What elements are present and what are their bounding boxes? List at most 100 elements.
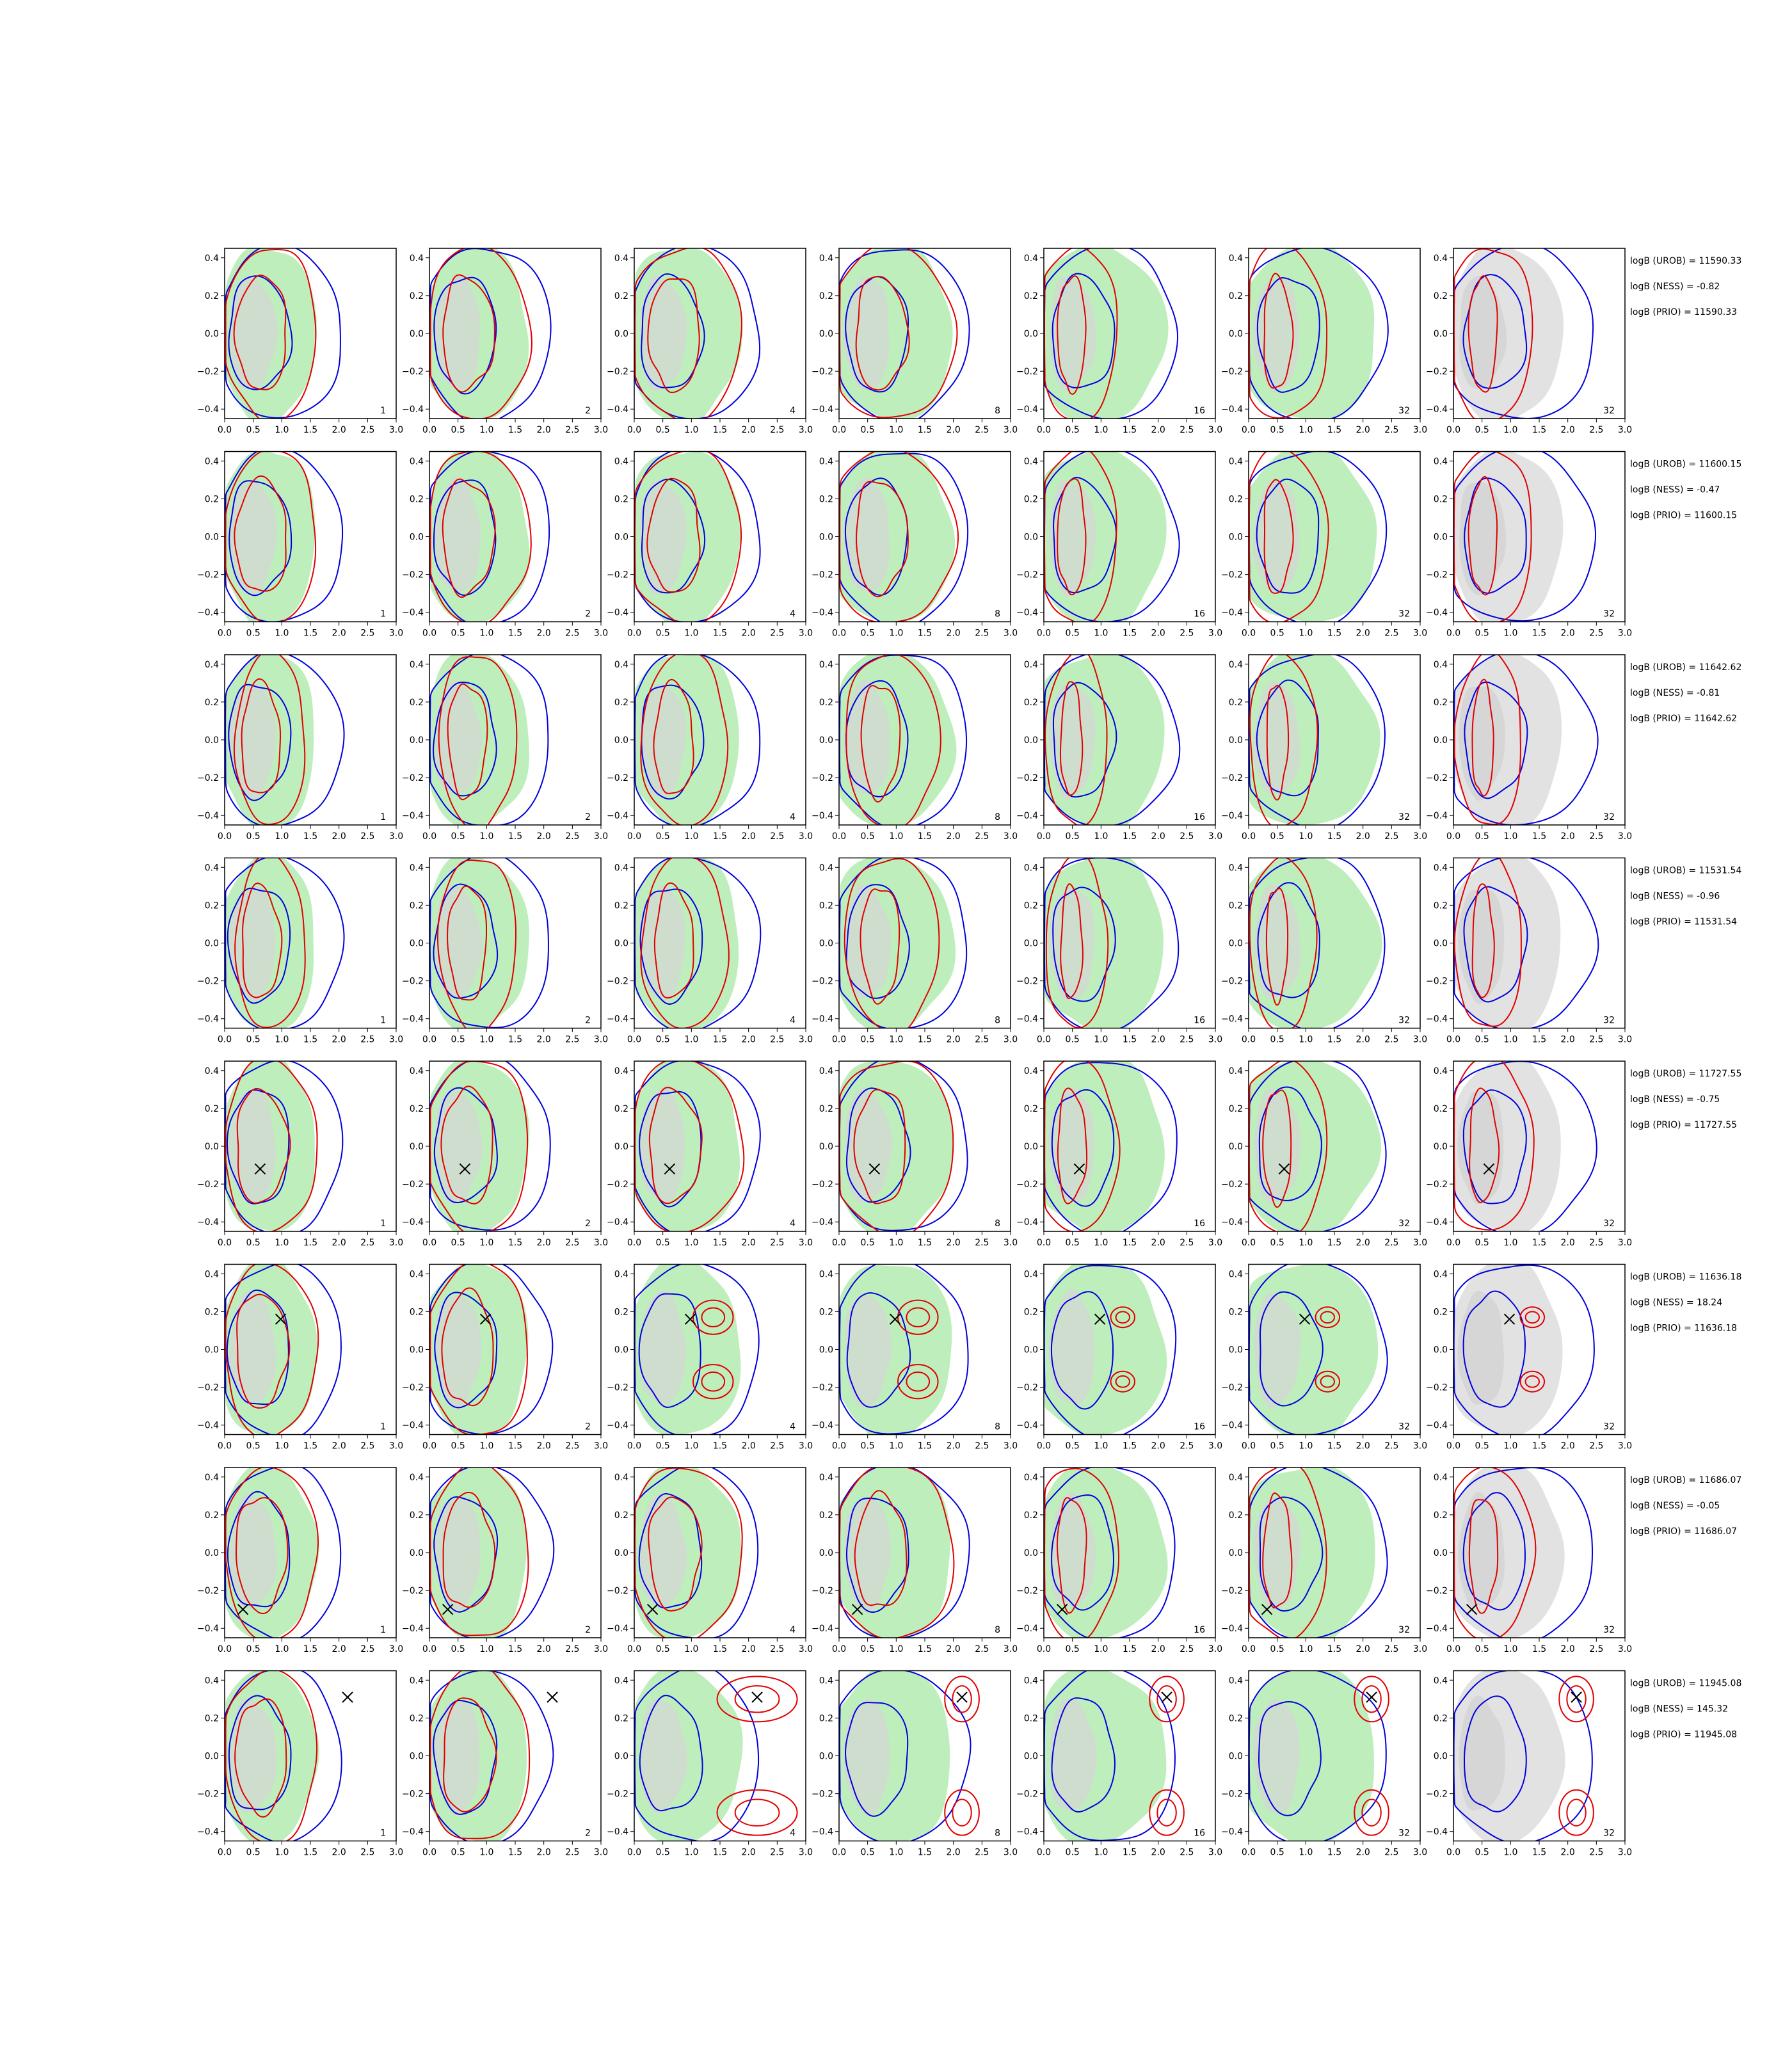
x-tick-label: 3.0 <box>594 1644 608 1654</box>
y-tick-label: 0.4 <box>205 456 219 467</box>
truth-marker <box>442 1603 454 1615</box>
ness-contour-outer <box>1453 1468 1537 1638</box>
y-tick-label: 0.2 <box>819 1510 833 1521</box>
x-tick-label: 0.0 <box>1037 1035 1051 1045</box>
sample-count-label: 2 <box>585 406 591 416</box>
y-tick-label: −0.2 <box>1016 1383 1038 1393</box>
x-tick-label: 1.0 <box>1503 628 1517 639</box>
panel-r1-c1: 0.0 0.5 1.0 1.5 2.0 2.5 3.0 0.4 0.2 0.0 −0.2 −0.4 1 <box>197 248 403 435</box>
x-tick-label: 0.5 <box>1066 1441 1080 1452</box>
ness-contour-mode-2-inner <box>1156 1798 1177 1827</box>
x-tick-label: 2.0 <box>1356 1035 1370 1045</box>
truth-marker <box>851 1603 863 1615</box>
x-tick-label: 2.0 <box>332 1644 346 1654</box>
ness-contour-mode-2-inner <box>734 1798 780 1827</box>
panel-plot-area <box>1044 1264 1177 1435</box>
urob-contour-inner <box>228 275 293 390</box>
x-tick-label: 1.0 <box>1299 1035 1313 1045</box>
sample-count-label: 32 <box>1398 1219 1410 1229</box>
sample-count-label: 32 <box>1398 812 1410 822</box>
sample-count-label: 1 <box>380 812 386 822</box>
y-tick-label: 0.0 <box>205 532 219 543</box>
y-tick-label: 0.2 <box>1024 1713 1038 1724</box>
y-tick-label: −0.2 <box>607 1383 628 1393</box>
x-tick-label: 1.5 <box>1327 425 1341 435</box>
x-tick-label: 1.5 <box>1532 1848 1546 1858</box>
ness-contour-mode-2-outer <box>1315 1370 1341 1393</box>
y-tick-label: 0.0 <box>1229 1548 1243 1558</box>
panel-r6-c3: 0.0 0.5 1.0 1.5 2.0 2.5 3.0 0.4 0.2 0.0 −0.2 −0.4 4 <box>607 1263 813 1452</box>
panel-r7-c6: 0.0 0.5 1.0 1.5 2.0 2.5 3.0 0.4 0.2 0.0 −0.2 −0.4 32 <box>1221 1467 1427 1654</box>
y-tick-label: −0.2 <box>402 1586 424 1596</box>
ness-contour-mode-1-outer <box>716 1676 798 1723</box>
x-tick-label: 3.0 <box>594 1238 608 1248</box>
y-tick-label: −0.2 <box>1221 1586 1243 1596</box>
y-tick-label: −0.2 <box>1221 773 1243 783</box>
x-tick-label: 0.5 <box>656 1644 670 1654</box>
y-tick-label: 0.0 <box>1229 1345 1243 1356</box>
x-tick-label: 1.5 <box>1327 1035 1341 1045</box>
x-tick-label: 1.5 <box>1327 1441 1341 1452</box>
urob-contour-outer <box>634 655 761 825</box>
y-tick-label: 0.4 <box>614 1066 628 1076</box>
prior-fill <box>844 1293 892 1407</box>
x-tick-label: 2.0 <box>742 425 756 435</box>
prior-fill <box>639 1698 688 1814</box>
y-tick-label: 0.0 <box>1024 1142 1038 1152</box>
y-tick-label: −0.4 <box>402 1827 424 1837</box>
sample-count-label: 16 <box>1194 609 1205 620</box>
x-tick-label: 2.0 <box>742 1238 756 1248</box>
x-tick-label: 0.5 <box>1270 1644 1284 1654</box>
ness-contour-inner <box>1057 275 1087 395</box>
panel-r8-c5: 0.0 0.5 1.0 1.5 2.0 2.5 3.0 0.4 0.2 0.0 −0.2 −0.4 16 <box>1016 1670 1222 1858</box>
y-tick-label: −0.2 <box>812 773 833 783</box>
ness-contour-outer <box>634 248 742 419</box>
y-tick-label: −0.2 <box>812 1789 833 1800</box>
panel-plot-area <box>634 1468 759 1638</box>
y-tick-label: −0.4 <box>607 608 628 618</box>
sample-count-label: 4 <box>790 609 796 620</box>
y-tick-label: 0.2 <box>1434 1713 1448 1724</box>
x-tick-label: 1.0 <box>889 1848 903 1858</box>
x-tick-label: 3.0 <box>1618 1441 1632 1452</box>
urob-contour-inner <box>1259 1291 1324 1407</box>
x-tick-label: 0.5 <box>861 1238 875 1248</box>
ness-contour-outer <box>225 1468 319 1638</box>
truth-marker <box>1299 1313 1311 1325</box>
x-tick-label: 0.0 <box>1242 425 1256 435</box>
ness-contour-outer <box>1249 655 1318 825</box>
y-tick-label: −0.2 <box>812 1180 833 1190</box>
x-tick-label: 2.0 <box>1561 425 1575 435</box>
x-tick-label: 2.5 <box>975 628 989 639</box>
y-tick-label: −0.2 <box>812 367 833 377</box>
x-tick-label: 2.0 <box>537 1848 551 1858</box>
y-tick-label: 0.2 <box>1229 1307 1243 1317</box>
x-tick-label: 2.0 <box>1561 1644 1575 1654</box>
y-tick-label: −0.4 <box>1016 1421 1038 1431</box>
y-tick-label: −0.2 <box>1221 570 1243 580</box>
x-tick-label: 3.0 <box>1618 1238 1632 1248</box>
x-tick-label: 3.0 <box>1413 628 1427 639</box>
x-tick-label: 2.5 <box>1384 425 1398 435</box>
panel-plot-area <box>1249 451 1388 622</box>
x-tick-label: 1.5 <box>1532 1238 1546 1248</box>
truth-marker <box>547 1692 558 1703</box>
y-tick-label: −0.2 <box>607 977 628 987</box>
x-tick-label: 1.0 <box>479 1644 493 1654</box>
ness-contour-mode-2-outer <box>1110 1370 1136 1393</box>
x-tick-label: 0.0 <box>218 628 232 639</box>
y-tick-label: 0.4 <box>1024 253 1038 264</box>
ness-contour-inner <box>442 1491 496 1608</box>
prior-fill <box>230 481 277 596</box>
x-tick-label: 1.5 <box>918 831 932 842</box>
y-tick-label: 0.0 <box>1024 735 1038 746</box>
y-tick-label: 0.2 <box>1434 494 1448 504</box>
y-tick-label: 0.2 <box>819 900 833 911</box>
urob-contour-outer <box>634 1264 760 1435</box>
y-tick-label: 0.2 <box>1229 1510 1243 1521</box>
ness-contour-inner <box>1060 883 1084 1000</box>
x-tick-label: 2.5 <box>1589 1035 1603 1045</box>
x-tick-label: 0.5 <box>1270 1848 1284 1858</box>
x-tick-label: 1.0 <box>1503 1848 1517 1858</box>
y-tick-label: 0.2 <box>1024 698 1038 708</box>
